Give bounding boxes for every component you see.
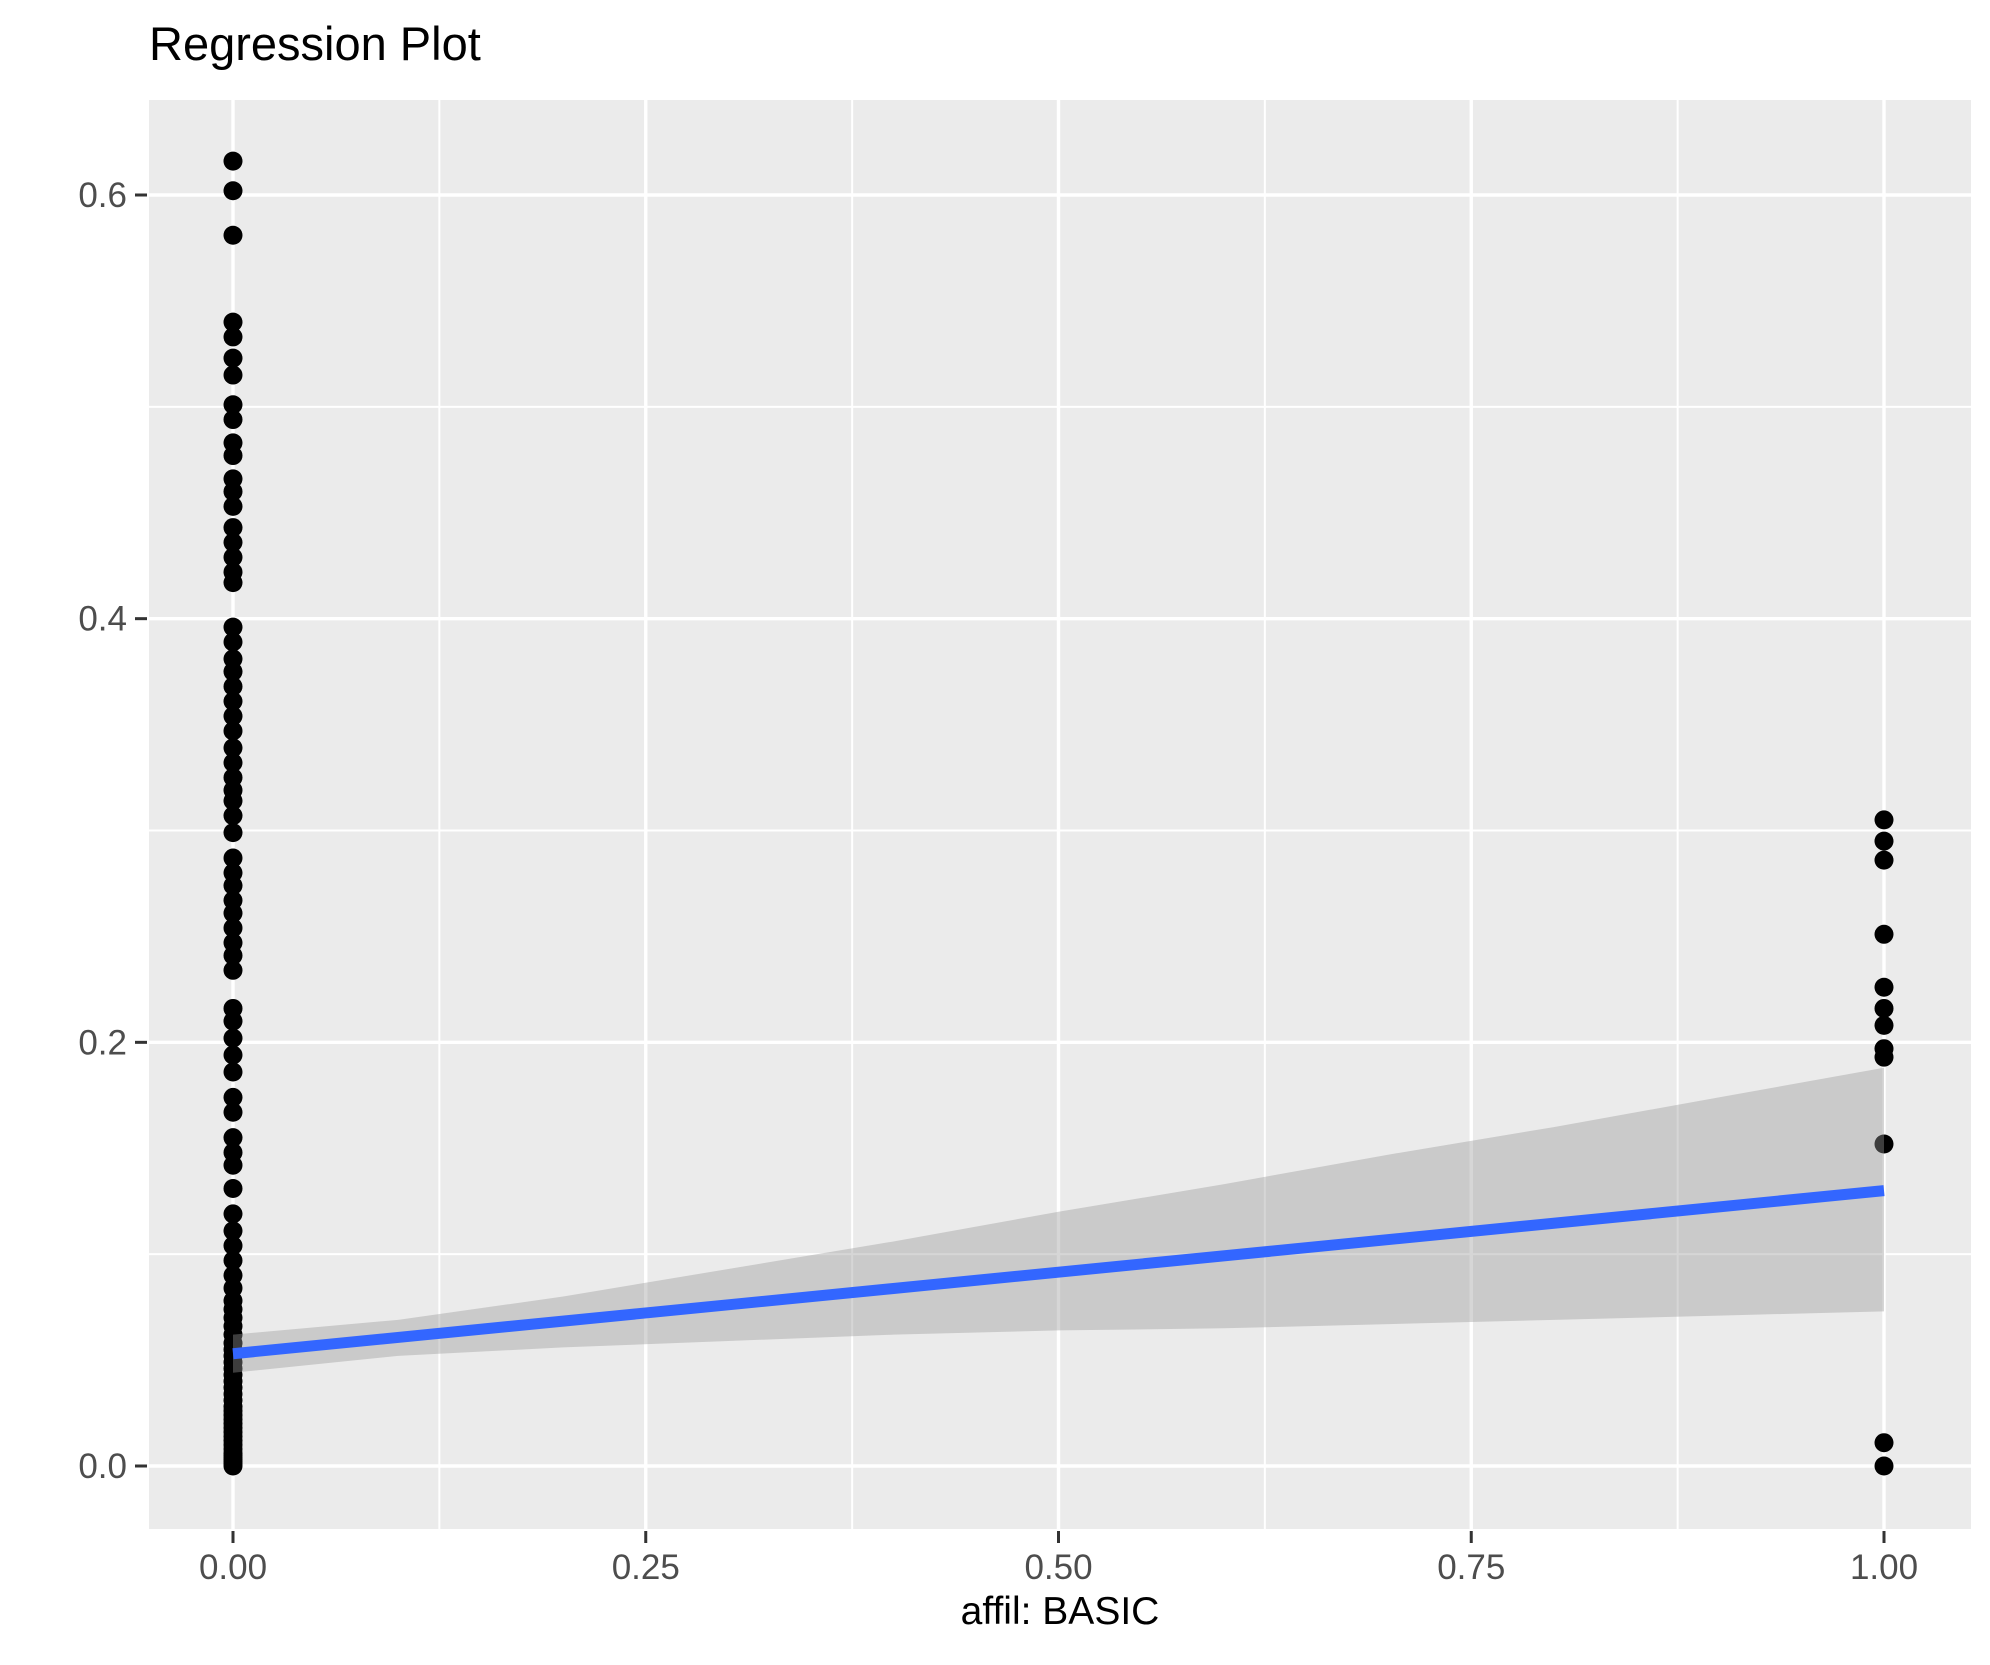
data-point bbox=[223, 1204, 243, 1224]
data-point bbox=[1874, 1433, 1894, 1453]
y-tick-label: 0.2 bbox=[78, 1023, 127, 1062]
data-point bbox=[223, 1045, 243, 1065]
data-point bbox=[223, 482, 243, 502]
data-point bbox=[223, 518, 243, 538]
data-point bbox=[223, 738, 243, 758]
data-point bbox=[223, 446, 243, 466]
data-point bbox=[223, 632, 243, 652]
data-point bbox=[223, 410, 243, 430]
regression-line bbox=[232, 1185, 1885, 1360]
data-point bbox=[223, 496, 243, 516]
data-point bbox=[223, 691, 243, 711]
data-point bbox=[223, 753, 243, 773]
y-tick-label: 0.0 bbox=[78, 1447, 127, 1486]
data-point bbox=[223, 806, 243, 826]
data-point bbox=[1874, 998, 1894, 1018]
y-tick-label: 0.4 bbox=[78, 600, 127, 639]
data-point bbox=[223, 1102, 243, 1122]
data-point bbox=[223, 1456, 243, 1476]
confidence-band bbox=[233, 1067, 1884, 1373]
data-point bbox=[223, 181, 243, 201]
data-point bbox=[223, 532, 243, 552]
data-point bbox=[223, 1221, 243, 1241]
x-axis-title: affil: BASIC bbox=[960, 1590, 1160, 1633]
data-point bbox=[1874, 977, 1894, 997]
data-point bbox=[1874, 1015, 1894, 1035]
data-point bbox=[223, 676, 243, 696]
data-point bbox=[1874, 810, 1894, 830]
data-point bbox=[223, 573, 243, 593]
data-point bbox=[223, 151, 243, 171]
data-point bbox=[223, 662, 243, 682]
data-point bbox=[223, 918, 243, 938]
data-point bbox=[223, 547, 243, 567]
data-point bbox=[223, 960, 243, 980]
data-point bbox=[223, 225, 243, 245]
data-point bbox=[223, 706, 243, 726]
data-point bbox=[223, 945, 243, 965]
data-point bbox=[223, 312, 243, 332]
data-point bbox=[1874, 1047, 1894, 1067]
data-point bbox=[223, 395, 243, 415]
data-point bbox=[223, 617, 243, 637]
x-tick-label: 0.25 bbox=[612, 1548, 680, 1587]
data-point bbox=[223, 791, 243, 811]
x-tick-label: 0.00 bbox=[199, 1548, 267, 1587]
data-point bbox=[223, 365, 243, 385]
data-point bbox=[223, 721, 243, 741]
x-tick-label: 0.50 bbox=[1024, 1548, 1092, 1587]
x-tick-label: 1.00 bbox=[1850, 1548, 1918, 1587]
data-point bbox=[223, 1155, 243, 1175]
data-point bbox=[223, 848, 243, 868]
data-point bbox=[223, 876, 243, 896]
data-point bbox=[223, 1236, 243, 1256]
data-point bbox=[223, 1087, 243, 1107]
data-point bbox=[223, 1062, 243, 1082]
data-point bbox=[223, 1128, 243, 1148]
data-point bbox=[223, 823, 243, 843]
data-point bbox=[223, 327, 243, 347]
x-tick-label: 0.75 bbox=[1437, 1548, 1505, 1587]
data-point bbox=[223, 1251, 243, 1271]
y-tick-label: 0.6 bbox=[78, 176, 127, 215]
data-point bbox=[223, 1178, 243, 1198]
data-point bbox=[1874, 924, 1894, 944]
data-point bbox=[223, 1028, 243, 1048]
data-point bbox=[223, 903, 243, 923]
data-point bbox=[223, 348, 243, 368]
data-point bbox=[1874, 1134, 1894, 1154]
data-point bbox=[223, 1011, 243, 1031]
data-point bbox=[1874, 850, 1894, 870]
plot-title: Regression Plot bbox=[149, 17, 481, 70]
data-point bbox=[1874, 831, 1894, 851]
data-point bbox=[1874, 1456, 1894, 1476]
